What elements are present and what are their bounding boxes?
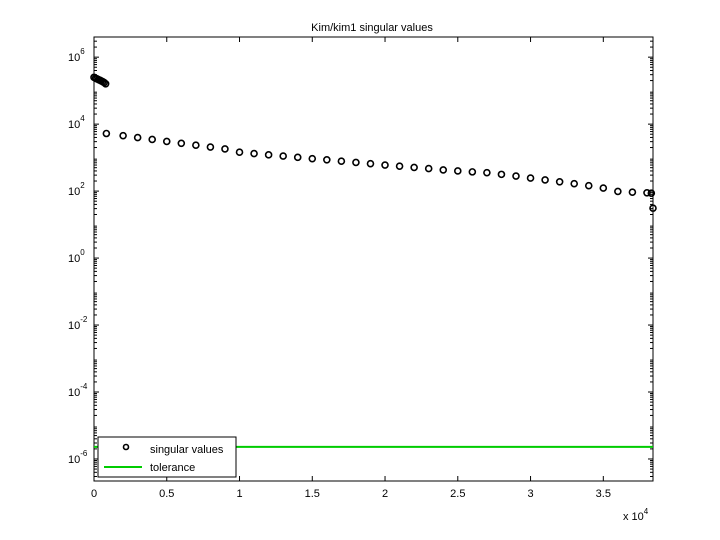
y-tick-base: 10 <box>68 186 80 198</box>
x-tick-label: 0 <box>91 488 97 500</box>
data-point <box>308 154 317 163</box>
x-tick-label: 2.5 <box>450 488 465 500</box>
data-point <box>100 78 108 87</box>
data-point <box>570 179 579 188</box>
y-tick-exponent: -4 <box>80 382 88 391</box>
data-point <box>584 181 593 190</box>
y-tick-label: 100 <box>68 248 85 265</box>
y-tick-base: 10 <box>68 320 80 332</box>
data-point <box>555 177 564 186</box>
y-tick-exponent: 4 <box>80 114 85 123</box>
y-tick-exponent: -6 <box>80 449 88 458</box>
y-tick-label: 10-6 <box>68 449 88 466</box>
y-tick-base: 10 <box>68 387 80 399</box>
chart-title: Kim/kim1 singular values <box>311 22 433 34</box>
data-point <box>453 167 462 175</box>
x-tick-label: 0.5 <box>159 488 174 500</box>
data-point <box>293 153 302 162</box>
y-tick-label: 102 <box>68 181 85 198</box>
data-point <box>192 141 200 149</box>
data-point <box>206 143 215 151</box>
legend-label: tolerance <box>150 462 195 474</box>
y-tick-exponent: 6 <box>80 47 85 56</box>
legend-box <box>97 436 237 478</box>
data-point <box>599 184 608 192</box>
data-point <box>177 139 186 148</box>
data-point <box>647 189 656 197</box>
data-point <box>264 151 273 159</box>
data-point <box>439 166 448 174</box>
data-point <box>162 137 171 146</box>
x-multiplier-base: x 10 <box>623 511 644 523</box>
x-tick-label: 3 <box>527 488 533 500</box>
y-tick-base: 10 <box>68 119 80 131</box>
data-point <box>395 162 404 170</box>
data-point <box>279 152 287 160</box>
data-point <box>410 163 418 172</box>
x-tick-label: 3.5 <box>596 488 611 500</box>
y-tick-exponent: 2 <box>80 181 85 190</box>
y-tick-exponent: 0 <box>80 248 85 257</box>
x-multiplier-exponent: 4 <box>644 507 649 516</box>
data-point <box>366 159 375 168</box>
x-tick-label: 2 <box>382 488 388 500</box>
data-point <box>352 158 360 167</box>
data-point <box>133 133 142 142</box>
y-tick-base: 10 <box>68 52 80 64</box>
data-point <box>235 148 244 157</box>
data-point <box>541 176 549 184</box>
data-point <box>628 188 637 196</box>
data-point <box>101 80 110 88</box>
data-point <box>483 168 491 177</box>
data-point <box>119 131 127 140</box>
data-point <box>468 168 477 176</box>
data-point <box>424 164 433 173</box>
data-point <box>526 174 535 182</box>
data-point <box>323 156 331 164</box>
data-point <box>337 157 346 166</box>
data-point <box>649 204 657 212</box>
data-point <box>148 135 157 144</box>
data-point <box>381 161 389 169</box>
plot-frame <box>93 36 654 482</box>
data-point <box>250 149 258 158</box>
y-tick-exponent: -2 <box>80 315 88 324</box>
y-tick-label: 10-4 <box>68 382 88 399</box>
y-tick-label: 106 <box>68 47 85 64</box>
y-tick-base: 10 <box>68 454 80 466</box>
data-point <box>497 170 506 179</box>
legend-label: singular values <box>150 444 224 456</box>
y-tick-label: 104 <box>68 114 85 131</box>
x-tick-label: 1.5 <box>305 488 320 500</box>
y-tick-base: 10 <box>68 253 80 265</box>
data-point <box>512 172 520 180</box>
x-tick-label: 1 <box>236 488 242 500</box>
y-tick-label: 10-2 <box>68 315 88 332</box>
legend-swatch <box>122 443 130 451</box>
data-point <box>614 187 622 196</box>
x-multiplier: x 104 <box>623 507 649 523</box>
data-point <box>102 129 111 138</box>
data-point <box>643 188 651 197</box>
data-point <box>221 145 229 153</box>
